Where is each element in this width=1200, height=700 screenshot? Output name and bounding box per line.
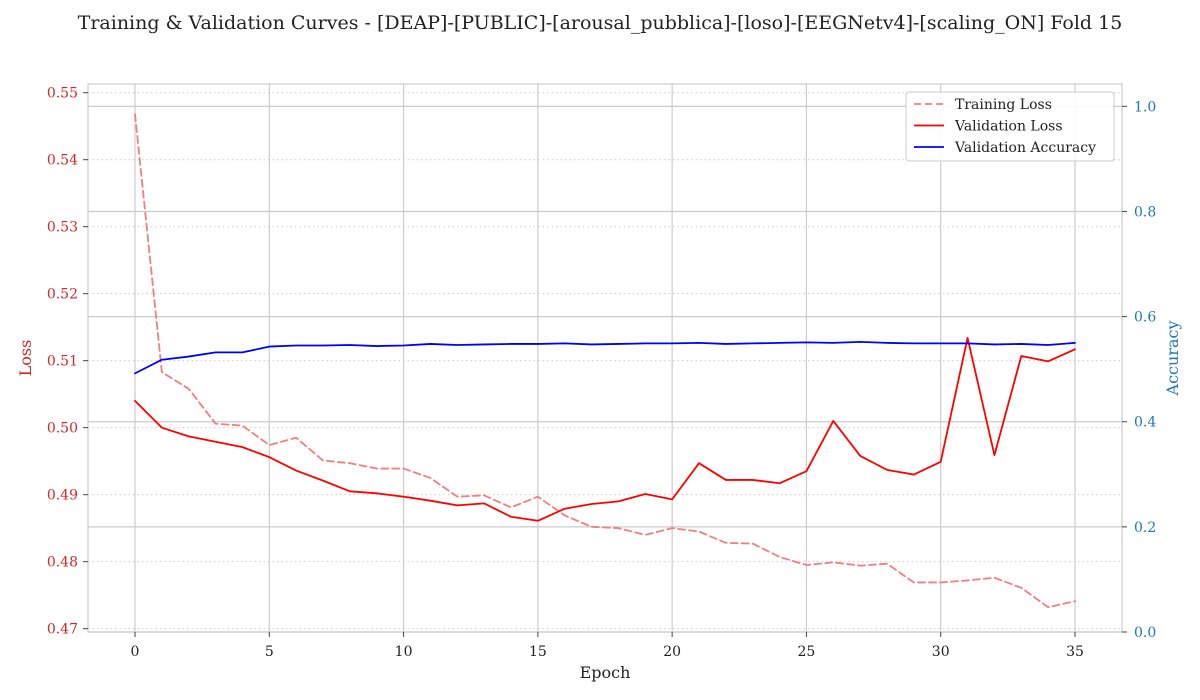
left-y-tick-label: 0.53: [47, 220, 78, 236]
plot-frame: [87, 83, 1123, 633]
series-line-validation-accuracy: [134, 340, 1076, 375]
series-lines: [134, 113, 1076, 609]
left-y-tick-label: 0.51: [47, 354, 78, 370]
left-y-tick-label: 0.55: [47, 86, 78, 102]
x-tick-label: 5: [265, 644, 274, 660]
right-y-tick-label: 0.4: [1134, 415, 1156, 431]
left-y-tick-label: 0.47: [47, 622, 78, 638]
x-tick-label: 0: [131, 644, 140, 660]
right-y-tick-label: 1.0: [1134, 99, 1156, 115]
x-tick-label: 30: [932, 644, 950, 660]
left-y-tick-label: 0.54: [47, 153, 78, 169]
right-y-tick-label: 0.8: [1134, 204, 1156, 220]
x-tick-label: 10: [395, 644, 413, 660]
right-y-tick-label: 0.2: [1134, 520, 1156, 536]
left-y-axis-label: Loss: [16, 340, 35, 377]
left-y-axis-ticks: 0.47 0.48 0.49 0.50 0.51 0.52 0.53 0.54 0.55: [47, 86, 88, 638]
x-tick-label: 20: [663, 644, 681, 660]
grid: [88, 84, 1122, 633]
right-y-tick-label: 0.6: [1134, 310, 1156, 326]
legend-label: Training Loss: [955, 97, 1052, 113]
x-axis-ticks: 0 5 10 15 20 25 30 35: [131, 632, 1084, 660]
series-line-validation-loss: [134, 336, 1076, 522]
right-y-axis-label: Accuracy: [1163, 321, 1182, 397]
legend-box: [905, 91, 1115, 162]
x-tick-label: 25: [798, 644, 816, 660]
series-line-training-loss: [134, 113, 1076, 609]
right-y-axis-ticks: 0.0 0.2 0.4 0.6 0.8 1.0: [1122, 99, 1156, 641]
left-y-tick-label: 0.49: [47, 488, 78, 504]
left-y-tick-label: 0.50: [47, 421, 78, 437]
legend-label: Validation Loss: [954, 119, 1063, 135]
x-axis-label: Epoch: [580, 663, 631, 682]
legend: Training Loss Validation Loss Validation A…: [905, 91, 1115, 162]
legend-label: Validation Accuracy: [954, 140, 1096, 156]
left-y-tick-label: 0.48: [47, 555, 78, 571]
right-y-tick-label: 0.0: [1134, 625, 1156, 641]
chart-title: Training & Validation Curves - [DEAP]-[P…: [78, 12, 1123, 34]
x-tick-label: 35: [1066, 644, 1084, 660]
left-y-tick-label: 0.52: [47, 287, 78, 303]
x-tick-label: 15: [529, 644, 547, 660]
